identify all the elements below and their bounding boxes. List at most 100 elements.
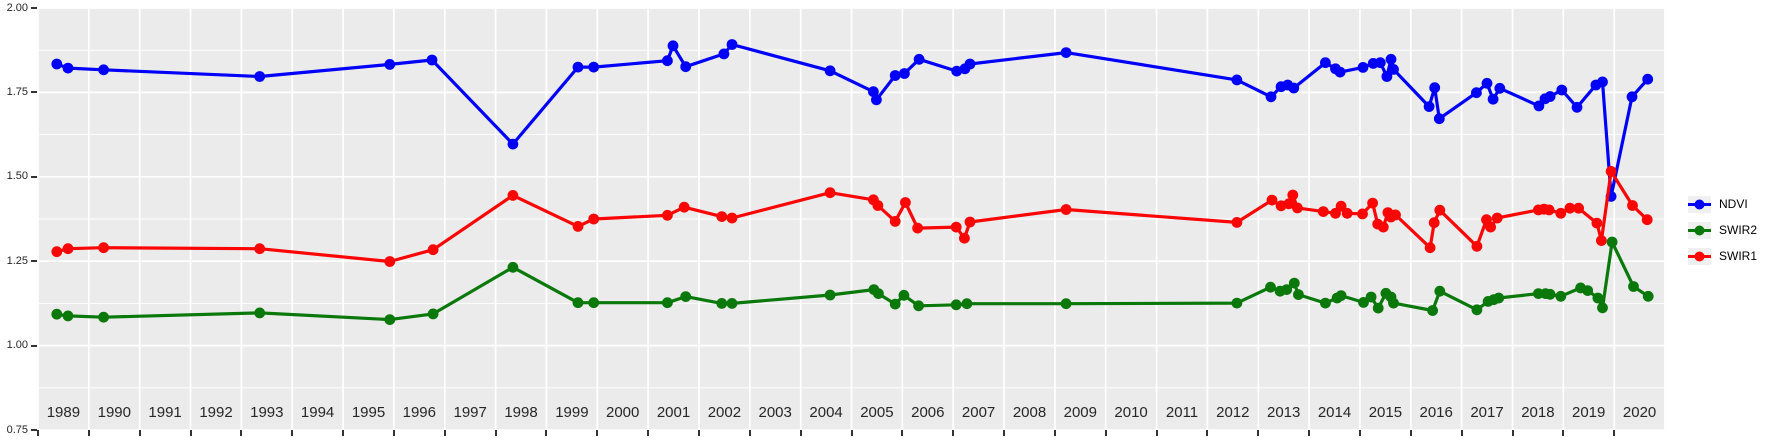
data-point xyxy=(1060,204,1072,215)
x-axis-label: 2016 xyxy=(1419,404,1453,421)
data-point xyxy=(1428,217,1440,229)
data-point xyxy=(1293,289,1304,300)
x-axis-label: 2003 xyxy=(758,404,792,421)
data-point xyxy=(1571,101,1583,113)
x-axis-tick xyxy=(87,430,90,436)
data-point xyxy=(824,65,836,77)
data-point xyxy=(1597,76,1608,88)
x-axis-tick xyxy=(748,430,751,436)
data-point xyxy=(62,310,74,322)
x-axis-label: 2017 xyxy=(1470,404,1504,421)
data-point xyxy=(1231,74,1243,86)
x-axis-label: 2005 xyxy=(860,404,894,421)
y-axis-label: 1.25 xyxy=(6,254,28,267)
x-axis-tick xyxy=(1511,430,1514,436)
data-point xyxy=(572,297,584,309)
data-point xyxy=(588,297,600,309)
data-point xyxy=(1626,91,1638,103)
x-axis-tick xyxy=(392,430,395,436)
data-point xyxy=(254,71,266,82)
data-point xyxy=(51,246,63,258)
x-axis-tick xyxy=(1409,430,1412,436)
x-axis-label: 2006 xyxy=(911,404,945,421)
data-point xyxy=(950,299,962,311)
x-axis-tick xyxy=(494,430,497,436)
data-point xyxy=(1427,305,1438,316)
y-axis-label: 2.00 xyxy=(6,1,28,14)
data-point xyxy=(1335,200,1347,212)
legend-label-swir1: SWIR1 xyxy=(1719,249,1758,263)
data-point xyxy=(1533,100,1545,112)
x-axis-tick xyxy=(291,430,294,436)
data-point xyxy=(1231,297,1243,309)
data-point xyxy=(1544,91,1556,102)
data-point xyxy=(62,243,74,255)
data-point xyxy=(1231,217,1243,228)
data-point xyxy=(1564,202,1576,214)
data-point xyxy=(1628,281,1639,292)
data-point xyxy=(680,61,692,73)
data-point xyxy=(1627,200,1638,211)
data-point xyxy=(662,297,673,309)
x-axis-tick xyxy=(596,430,599,436)
plot-svg xyxy=(38,8,1665,430)
data-point xyxy=(1592,292,1604,304)
data-point xyxy=(1606,236,1618,248)
legend-key-swir2 xyxy=(1688,222,1711,239)
data-point xyxy=(1494,82,1506,94)
x-axis-label: 2014 xyxy=(1317,404,1352,421)
data-point xyxy=(1596,235,1607,247)
data-point xyxy=(1591,217,1603,229)
data-point xyxy=(1641,214,1653,226)
data-point xyxy=(1341,207,1353,219)
data-point xyxy=(913,53,925,65)
legend-item-swir2: SWIR2 xyxy=(1688,222,1757,239)
x-axis-tick xyxy=(545,430,548,436)
legend-key-ndvi xyxy=(1688,196,1711,213)
data-point xyxy=(1320,297,1331,309)
data-point xyxy=(1266,194,1278,206)
y-axis-tick xyxy=(31,429,37,431)
data-point xyxy=(1544,288,1556,300)
data-point xyxy=(1556,84,1568,96)
x-axis-label: 2002 xyxy=(707,404,742,421)
x-axis-label: 1997 xyxy=(453,404,487,421)
data-point xyxy=(384,314,396,325)
x-axis-tick xyxy=(189,430,192,436)
x-axis-tick xyxy=(37,430,39,436)
data-point xyxy=(1471,304,1483,316)
legend-item-swir1: SWIR1 xyxy=(1688,248,1757,265)
data-point xyxy=(716,211,728,223)
data-point xyxy=(1491,212,1503,224)
x-axis-tick xyxy=(240,430,243,436)
data-point xyxy=(1377,221,1389,233)
data-point xyxy=(507,190,519,201)
y-axis-tick xyxy=(31,260,37,263)
x-axis-label: 2019 xyxy=(1572,404,1606,421)
x-axis-label: 1999 xyxy=(555,404,589,421)
data-point xyxy=(680,291,692,302)
data-point xyxy=(1374,57,1386,69)
data-point xyxy=(726,298,738,309)
data-point xyxy=(1434,204,1446,216)
x-axis-label: 2015 xyxy=(1368,404,1403,421)
data-point xyxy=(427,244,439,256)
x-axis-label: 2007 xyxy=(961,404,996,421)
y-axis-label: 1.00 xyxy=(6,339,28,352)
legend-item-ndvi: NDVI xyxy=(1688,196,1757,213)
data-point xyxy=(62,62,74,74)
x-axis-tick xyxy=(1358,430,1361,436)
series-ndvi xyxy=(51,39,1654,202)
data-point xyxy=(254,243,266,255)
data-point xyxy=(889,298,901,310)
data-point xyxy=(1424,242,1436,254)
data-point xyxy=(950,221,962,233)
x-axis-label: 2009 xyxy=(1063,404,1097,421)
point-line-icon xyxy=(1688,225,1711,236)
data-point xyxy=(871,94,882,106)
x-axis-label: 1998 xyxy=(504,404,538,421)
data-point xyxy=(1555,290,1567,302)
data-point xyxy=(98,311,109,323)
y-axis-tick xyxy=(31,7,37,9)
